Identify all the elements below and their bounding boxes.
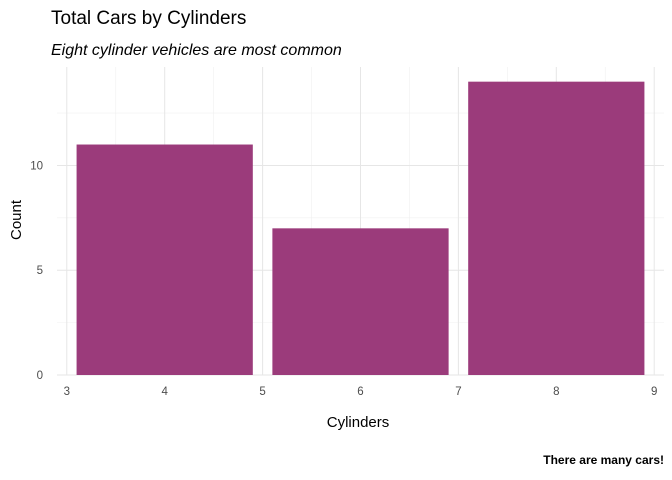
y-tick-label: 0 bbox=[37, 370, 43, 382]
bar-6 bbox=[272, 228, 449, 375]
y-axis-ticks: 0 5 10 bbox=[30, 160, 43, 382]
x-tick-label: 9 bbox=[651, 386, 657, 398]
x-axis-ticks: 3 4 5 6 7 8 9 bbox=[64, 386, 658, 398]
bar-4 bbox=[76, 144, 253, 375]
x-tick-label: 5 bbox=[259, 386, 265, 398]
x-tick-label: 8 bbox=[553, 386, 559, 398]
y-axis-title: Count bbox=[8, 199, 25, 240]
x-tick-label: 6 bbox=[357, 386, 363, 398]
x-tick-label: 4 bbox=[161, 386, 168, 398]
chart-caption: There are many cars! bbox=[543, 453, 664, 467]
bars bbox=[76, 81, 645, 376]
chart-subtitle: Eight cylinder vehicles are most common bbox=[51, 42, 342, 59]
x-axis-title: Cylinders bbox=[327, 414, 390, 431]
chart-title: Total Cars by Cylinders bbox=[51, 8, 246, 29]
y-tick-label: 10 bbox=[30, 160, 43, 172]
y-tick-label: 5 bbox=[37, 265, 43, 277]
x-tick-label: 7 bbox=[455, 386, 461, 398]
x-tick-label: 3 bbox=[64, 386, 70, 398]
bar-8 bbox=[468, 81, 645, 376]
